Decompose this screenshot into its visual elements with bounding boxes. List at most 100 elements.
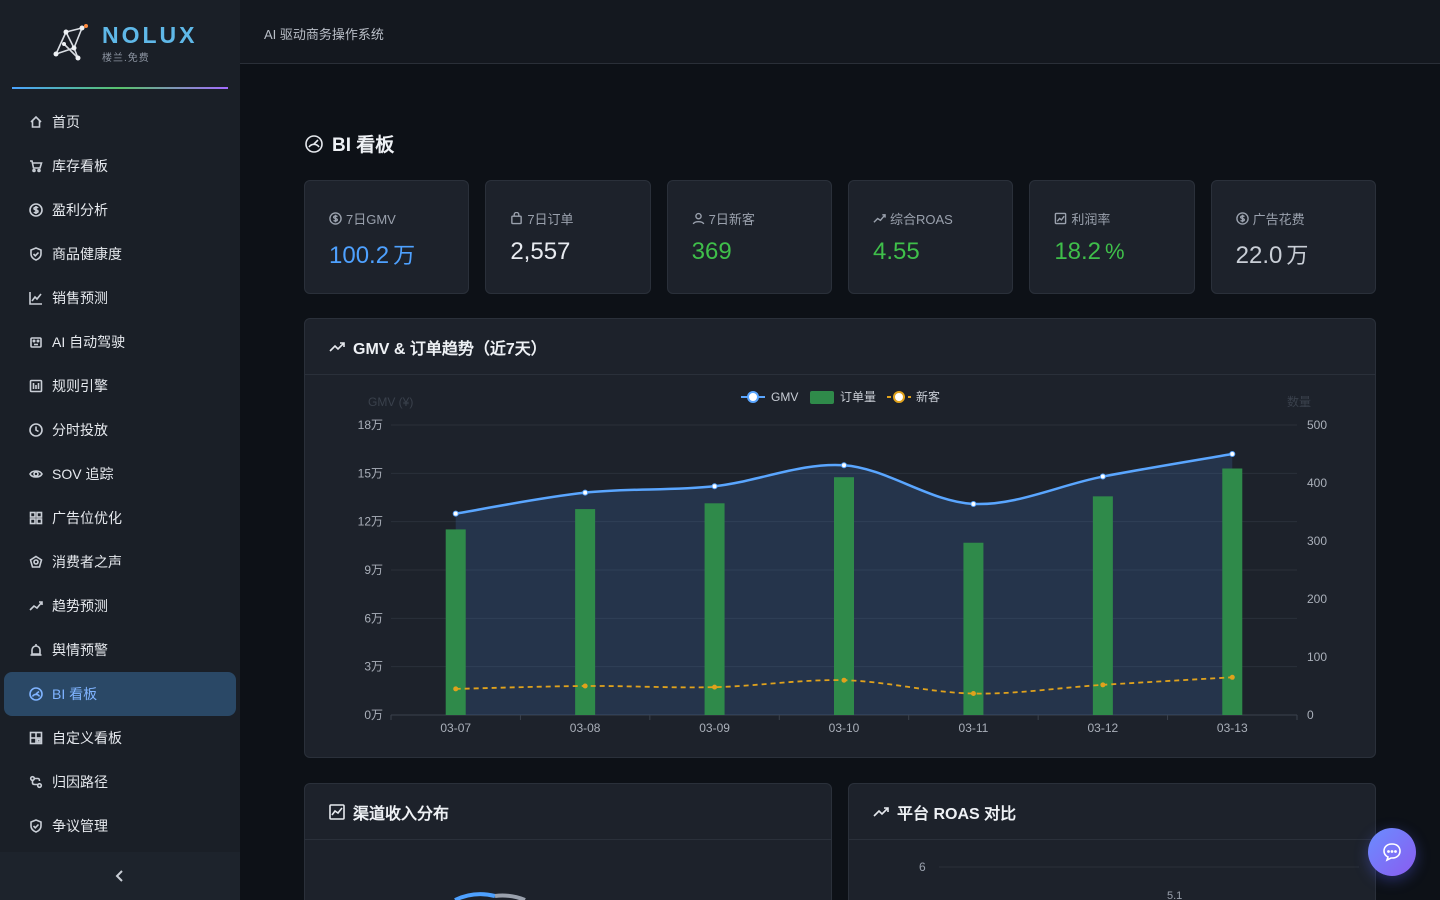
grid-icon [28, 510, 44, 526]
dollar-circle-icon [329, 212, 342, 225]
y-right-tick-label: 500 [1307, 418, 1327, 432]
kpi-card: 7日订单 2,557 [485, 180, 651, 294]
kpi-value-number: 4.55 [872, 238, 920, 265]
kpi-label-text: 利润率 [1071, 212, 1111, 227]
sidebar-item-label: 销售预测 [52, 290, 108, 306]
sidebar-item[interactable]: BI 看板 [4, 672, 236, 716]
trend-icon [873, 214, 886, 223]
chart-box-icon [1055, 212, 1067, 225]
chat-assistant-button[interactable] [1368, 828, 1416, 876]
y-left-axis-label: GMV (¥) [368, 395, 413, 409]
clock-icon [28, 422, 44, 438]
header-title: AI 驱动商务操作系统 [264, 27, 384, 42]
page-title-text: BI 看板 [332, 135, 395, 156]
sidebar-item[interactable]: 消费者之声 [0, 540, 240, 584]
sidebar-item[interactable]: 库存看板 [0, 144, 240, 188]
sidebar-item[interactable]: 分时投放 [0, 408, 240, 452]
sidebar-item[interactable]: 首页 [0, 100, 240, 144]
sidebar-item-label: SOV 追踪 [52, 466, 114, 482]
x-tick-label: 03-10 [829, 721, 860, 735]
new-customers-point [1229, 674, 1235, 680]
kpi-card: 7日GMV 100.2 万 [304, 180, 470, 294]
kpi-value: 4.55 [873, 238, 988, 266]
rules-icon [28, 378, 44, 394]
y-left-tick-label: 15万 [358, 466, 383, 480]
y-right-tick-label: 200 [1307, 592, 1327, 606]
cart-icon [28, 158, 44, 174]
y-right-tick-label: 400 [1307, 476, 1327, 490]
layout-icon [28, 730, 44, 746]
collapse-sidebar-button[interactable] [0, 852, 240, 900]
kpi-row: 7日GMV 100.2 万 7日订单 2,557 7日新客 369 综合ROAS 4.55 利润率… [304, 180, 1376, 294]
new-customers-point [712, 684, 718, 690]
y-left-tick-label: 0万 [364, 708, 383, 722]
sidebar-item[interactable]: 销售预测 [0, 276, 240, 320]
sidebar-item[interactable]: 争议管理 [0, 804, 240, 848]
y-right-tick-label: 100 [1307, 650, 1327, 664]
kpi-value: 369 [692, 238, 807, 266]
new-customers-point [453, 686, 459, 692]
brand-name: NOLUX [102, 22, 198, 48]
kpi-value-unit: 万 [1286, 243, 1309, 268]
sidebar-item[interactable]: 趋势预测 [0, 584, 240, 628]
sidebar-item[interactable]: 自定义看板 [0, 716, 240, 760]
y-left-tick-label: 9万 [364, 563, 383, 577]
y-right-axis-label: 数量 [1287, 394, 1311, 409]
sidebar-item-label: BI 看板 [52, 686, 98, 702]
kpi-label-text: 7日新客 [708, 212, 755, 227]
legend-gmv-label: GMV [771, 390, 798, 404]
legend-orders-swatch [810, 391, 834, 404]
voice-icon [28, 554, 44, 570]
shield-check-icon [28, 818, 44, 834]
gmv-point [1229, 451, 1236, 457]
gmv-orders-chart[interactable]: 0万 3万 6万 9万 12万 15万 18万 0 100 200 300 400 500 GMV (¥)… [305, 375, 1375, 755]
y-left-tick-label: 3万 [364, 660, 383, 674]
logo-icon [53, 24, 88, 61]
kpi-label-text: 广告花费 [1252, 212, 1305, 227]
sidebar-item-label: 库存看板 [52, 158, 108, 174]
x-tick-label: 03-11 [959, 721, 989, 735]
sidebar-item[interactable]: 归因路径 [0, 760, 240, 804]
gmv-point [711, 483, 718, 490]
sidebar-item[interactable]: 舆情预警 [0, 628, 240, 672]
sidebar-item[interactable]: AI 自动驾驶 [0, 320, 240, 364]
orders-bar [963, 542, 984, 715]
sidebar-item[interactable]: 商品健康度 [0, 232, 240, 276]
kpi-label-text: 综合ROAS [889, 212, 953, 227]
kpi-value-number: 2,557 [510, 238, 571, 265]
card-title: GMV & 订单趋势（近7天） [353, 340, 547, 358]
platform-roas-card: 平台 ROAS 对比 6 5.1 [848, 783, 1376, 900]
chat-bubble-icon [1383, 843, 1401, 862]
channel-donut-partial [454, 892, 526, 900]
kpi-value-number: 100.2 [329, 242, 390, 269]
new-customers-point [582, 683, 588, 689]
sidebar-item[interactable]: 规则引擎 [0, 364, 240, 408]
sidebar-item[interactable]: SOV 追踪 [0, 452, 240, 496]
sidebar-item[interactable]: 广告位优化 [0, 496, 240, 540]
gmv-point [1099, 473, 1106, 480]
kpi-label-text: 7日GMV [346, 212, 396, 227]
sidebar-item-label: 趋势预测 [52, 598, 108, 614]
alarm-icon [28, 642, 44, 658]
kpi-value-unit: % [1105, 239, 1125, 264]
brand-logo[interactable]: NOLUX 楼兰.免费 [12, 0, 228, 90]
sidebar-item-label: 盈利分析 [52, 202, 108, 218]
y-left-tick-label: 18万 [358, 418, 383, 432]
legend-gmv-marker [747, 391, 759, 403]
kpi-card: 7日新客 369 [666, 180, 832, 294]
sidebar-item[interactable]: 盈利分析 [0, 188, 240, 232]
home-icon [28, 114, 44, 130]
kpi-label: 7日新客 [692, 209, 807, 228]
top-header: AI 驱动商务操作系统 [240, 0, 1440, 64]
orders-bar [1092, 496, 1113, 715]
path-icon [28, 774, 44, 790]
page-title: BI 看板 [304, 130, 394, 157]
sidebar-item-label: 消费者之声 [52, 554, 122, 570]
orders-bar [445, 529, 466, 715]
legend-new-customers-label: 新客 [916, 389, 940, 404]
y-right-tick-label: 0 [1307, 708, 1314, 722]
sidebar-item-label: 广告位优化 [52, 510, 122, 526]
kpi-label: 7日GMV [329, 209, 444, 228]
kpi-card: 综合ROAS 4.55 [847, 180, 1014, 294]
kpi-value: 100.2 万 [329, 238, 444, 270]
